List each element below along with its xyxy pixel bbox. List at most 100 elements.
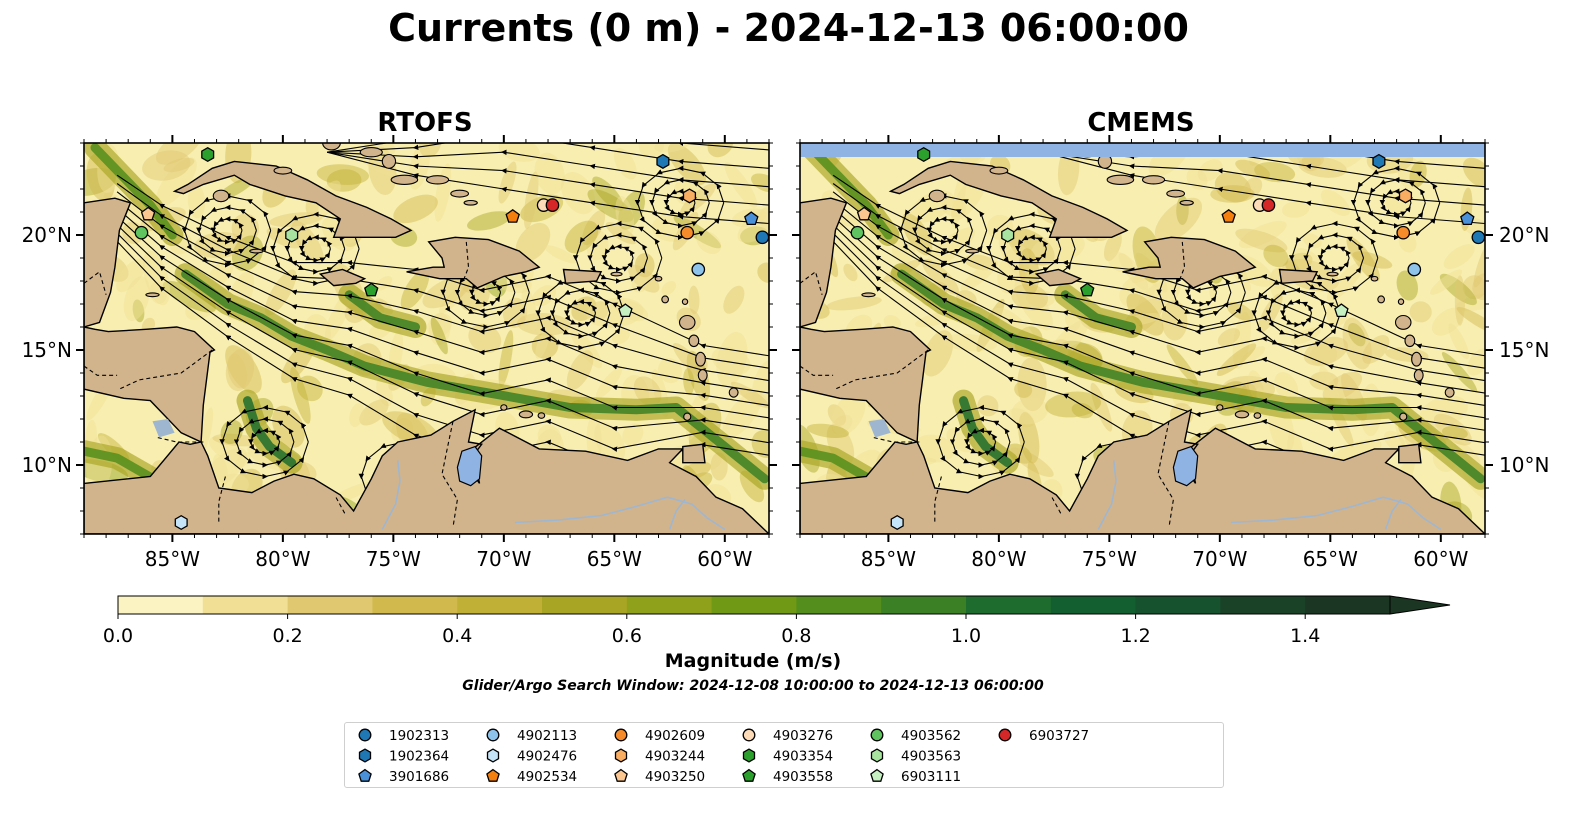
legend-label: 4903558 xyxy=(773,769,833,785)
lat-tick-label: 10°N xyxy=(1499,453,1549,477)
country-border xyxy=(119,349,213,390)
country-border xyxy=(84,365,118,376)
float-marker-4903563 xyxy=(1001,227,1015,243)
lat-tick-label: 15°N xyxy=(1499,338,1549,362)
colorbar-segment xyxy=(966,596,1052,614)
panel-title-rtofs: RTOFS xyxy=(377,108,473,138)
float-marker-6903727 xyxy=(1261,198,1276,212)
island xyxy=(1166,189,1186,198)
island xyxy=(1404,334,1416,348)
island xyxy=(1326,271,1339,277)
colorbar-segment xyxy=(1220,596,1306,614)
float-marker-4902534 xyxy=(1221,208,1236,223)
float-marker-1902313 xyxy=(1471,230,1486,245)
lon-tick-label: 60°W xyxy=(697,547,752,571)
float-marker-4902476 xyxy=(174,514,188,531)
legend-marker-4902113 xyxy=(486,728,500,742)
float-marker-4903562 xyxy=(134,225,149,240)
island xyxy=(145,292,160,298)
country-border xyxy=(1179,241,1186,279)
float-marker-4903563 xyxy=(285,227,299,243)
panel-title-cmems: CMEMS xyxy=(1087,108,1195,138)
trinidad-land xyxy=(1398,443,1422,464)
lat-tick-label: 10°N xyxy=(22,453,72,477)
island xyxy=(1370,275,1379,282)
island xyxy=(661,295,670,304)
island xyxy=(1234,410,1250,419)
island xyxy=(1413,368,1424,382)
trinidad-land xyxy=(682,443,706,464)
lon-tick-label: 80°W xyxy=(255,547,310,571)
island xyxy=(678,314,696,330)
legend-label: 1902364 xyxy=(389,749,449,765)
puerto-rico-land xyxy=(562,268,603,285)
legend-label: 4902476 xyxy=(517,749,577,765)
colorbar-segment xyxy=(626,596,713,614)
legend-marker-4903563 xyxy=(870,748,884,763)
lake-maracaibo xyxy=(1172,445,1199,487)
legend-marker-1902364 xyxy=(358,748,372,763)
streamlines xyxy=(116,143,769,514)
colorbar-tick-label: 0.4 xyxy=(442,625,472,647)
island xyxy=(463,199,478,206)
island xyxy=(965,248,980,254)
colorbar-tick-label: 1.0 xyxy=(951,625,981,647)
colorbar-label: Magnitude (m/s) xyxy=(664,650,842,672)
float-marker-4903558 xyxy=(1080,282,1095,297)
lon-tick-label: 80°W xyxy=(971,547,1026,571)
axis-ticks xyxy=(76,135,777,542)
float-marker-4903354 xyxy=(201,146,215,163)
colorbar-segment xyxy=(118,596,204,614)
colorbar-segment xyxy=(711,596,797,614)
country-border xyxy=(800,270,823,295)
lon-tick-label: 70°W xyxy=(1192,547,1247,571)
island xyxy=(1444,387,1455,398)
figure-title: Currents (0 m) - 2024-12-13 06:00:00 xyxy=(388,6,1189,50)
colorbar-tick-label: 0.0 xyxy=(103,625,133,647)
lat-tick-label: 20°N xyxy=(22,223,72,247)
legend-label: 4902113 xyxy=(517,728,577,744)
legend-marker-4903562 xyxy=(870,728,884,742)
country-border xyxy=(218,476,226,523)
legend-label: 4903276 xyxy=(773,728,833,744)
legend-label: 4902534 xyxy=(517,769,577,785)
colorbar-tick-label: 1.2 xyxy=(1120,625,1150,647)
legend-marker-6903111 xyxy=(870,768,884,782)
river xyxy=(1230,496,1442,531)
colorbar-segment xyxy=(542,596,628,614)
colorbar-segment xyxy=(287,596,373,614)
country-border xyxy=(1051,496,1062,514)
rtofs-map: 85°W 80°W 75°W 70°W 65°W 60°W 20°N 15°N 10°N xyxy=(22,135,777,571)
map-frame xyxy=(83,142,770,535)
axis-ticks xyxy=(792,135,1493,542)
country-border xyxy=(872,436,920,443)
legend-marker-4903354 xyxy=(742,748,756,763)
colorbar-segment xyxy=(372,596,458,614)
island xyxy=(1106,174,1135,185)
yucatan-land xyxy=(800,197,848,328)
island xyxy=(518,410,534,419)
land xyxy=(800,143,1485,534)
lat-tick-label: 15°N xyxy=(22,338,72,362)
float-marker-4903250 xyxy=(856,206,872,221)
island xyxy=(537,412,546,419)
float-marker-3901686 xyxy=(1460,211,1475,226)
country-border xyxy=(463,241,470,279)
float-marker-4902476 xyxy=(890,514,904,531)
float-marker-6903727 xyxy=(545,198,560,212)
cmems-map: 85°W 80°W 75°W 70°W 65°W 60°W 20°N 15°N 10°N xyxy=(792,135,1549,571)
lake-nicaragua xyxy=(868,419,891,438)
legend-marker-4902534 xyxy=(486,768,500,782)
float-marker-4903558 xyxy=(364,282,379,297)
island xyxy=(1397,298,1405,306)
island xyxy=(500,404,508,411)
island xyxy=(212,189,230,203)
lon-tick-label: 85°W xyxy=(145,547,200,571)
island xyxy=(928,189,946,203)
float-marker-4903244 xyxy=(682,188,697,204)
river xyxy=(381,460,401,530)
lon-tick-label: 70°W xyxy=(476,547,531,571)
country-border xyxy=(441,421,458,528)
legend-marker-4902609 xyxy=(614,728,628,742)
island xyxy=(1394,314,1412,330)
